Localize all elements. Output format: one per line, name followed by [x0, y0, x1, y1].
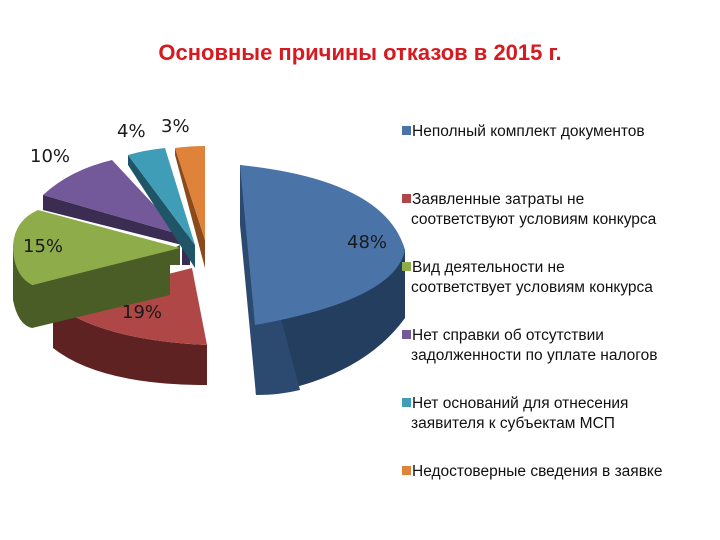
label-10: 10%	[30, 146, 71, 167]
slice-not-sme	[128, 148, 195, 268]
legend-swatch	[402, 466, 411, 475]
legend-swatch	[402, 330, 411, 339]
legend-item-incomplete-documents: Неполный комплект документов	[402, 122, 720, 142]
chart-title: Основные причины отказов в 2015 г.	[158, 40, 562, 65]
slice-activity-mismatch	[13, 210, 180, 328]
legend-item-no-tax-certificate: Нет справки об отсутствии задолженности …	[402, 326, 720, 366]
legend-swatch	[402, 262, 411, 271]
legend-swatch	[402, 126, 411, 135]
slice-false-info	[175, 146, 205, 268]
label-48: 48%	[347, 232, 388, 253]
legend-item-not-sme: Нет оснований для отнесения заявителя к …	[402, 394, 720, 434]
label-19: 19%	[122, 302, 163, 323]
label-4: 4%	[117, 121, 146, 142]
legend-swatch	[402, 398, 411, 407]
label-3: 3%	[161, 116, 190, 137]
legend-item-costs-mismatch: Заявленные затраты не соответствуют усло…	[402, 190, 720, 230]
label-15: 15%	[23, 236, 64, 257]
slice-incomplete-documents	[240, 165, 405, 395]
legend-item-activity-mismatch: Вид деятельности не соответствует услови…	[402, 258, 720, 298]
legend-swatch	[402, 194, 411, 203]
legend-item-false-info: Недостоверные сведения в заявке	[402, 462, 720, 482]
